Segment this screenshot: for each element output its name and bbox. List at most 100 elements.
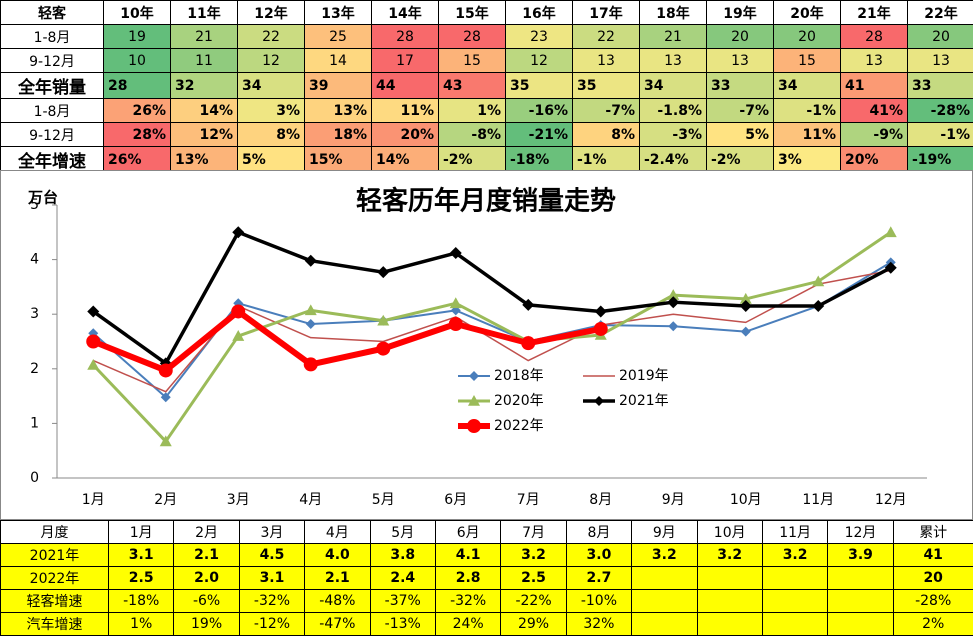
marker (739, 300, 752, 313)
marker (593, 321, 608, 336)
data-cell: 20% (840, 146, 908, 173)
marker (812, 300, 825, 313)
data-cell: 20 (773, 24, 841, 49)
data-cell (827, 566, 894, 590)
header-cell: 22年 (907, 0, 973, 25)
data-cell: 13 (706, 48, 774, 73)
header-cell: 2月 (173, 520, 240, 544)
row-label: 轻客增速 (0, 589, 109, 613)
data-cell: -19% (907, 146, 973, 173)
legend-label: 2022年 (494, 418, 544, 434)
marker (377, 314, 390, 326)
data-cell: 2.4 (369, 566, 436, 590)
data-cell: 3.2 (631, 543, 698, 567)
data-cell: 29% (500, 612, 567, 636)
marker (594, 305, 607, 318)
data-cell: 12% (170, 122, 238, 147)
chart-frame (0, 170, 973, 520)
data-cell: -1.8% (639, 98, 707, 123)
data-cell: 34 (639, 72, 707, 99)
data-cell: -6% (173, 589, 240, 613)
x-tick-label: 8月 (589, 492, 612, 508)
data-cell: 12 (237, 48, 305, 73)
marker (812, 275, 825, 287)
x-tick-label: 3月 (227, 492, 250, 508)
data-cell: 20 (892, 566, 973, 590)
data-cell: 28 (371, 24, 439, 49)
header-cell: 累计 (892, 520, 973, 544)
row-label: 汽车增速 (0, 612, 109, 636)
data-cell: 41 (840, 72, 908, 99)
data-cell: -37% (369, 589, 436, 613)
x-tick-label: 1月 (82, 492, 105, 508)
data-cell: 15% (304, 146, 372, 173)
marker (449, 297, 462, 309)
header-cell: 17年 (572, 0, 640, 25)
marker (668, 321, 679, 332)
row-label: 1-8月 (0, 98, 104, 123)
data-cell: -7% (706, 98, 774, 123)
data-cell: 8% (572, 122, 640, 147)
data-cell: 34 (237, 72, 305, 99)
row-label: 全年销量 (0, 72, 104, 99)
header-cell: 10年 (103, 0, 171, 25)
row-label: 2022年 (0, 566, 109, 590)
data-cell: 3.1 (238, 566, 306, 590)
data-cell: 2.5 (500, 566, 567, 590)
header-cell: 11年 (170, 0, 238, 25)
data-cell: 3.2 (696, 543, 763, 567)
data-cell (761, 566, 829, 590)
header-cell: 5月 (369, 520, 436, 544)
data-cell: 15 (773, 48, 841, 73)
marker (304, 304, 317, 316)
data-cell: 19% (173, 612, 240, 636)
data-cell (696, 589, 763, 613)
data-cell: 33 (706, 72, 774, 99)
marker (521, 336, 536, 351)
data-cell: 3.2 (500, 543, 567, 567)
data-cell: -32% (238, 589, 306, 613)
data-cell (696, 612, 763, 636)
data-cell: -2% (438, 146, 506, 173)
marker (739, 292, 752, 304)
marker (522, 298, 535, 311)
legend-label: 2020年 (494, 393, 544, 409)
marker (594, 396, 604, 406)
data-cell: 28 (103, 72, 171, 99)
data-cell: -16% (505, 98, 573, 123)
data-cell: 24% (434, 612, 502, 636)
data-cell: 3.0 (565, 543, 633, 567)
header-cell: 9月 (631, 520, 698, 544)
header-cell: 15年 (438, 0, 506, 25)
data-cell: 3% (773, 146, 841, 173)
data-cell: 19 (103, 24, 171, 49)
header-cell: 月度 (0, 520, 109, 544)
row-label: 9-12月 (0, 122, 104, 147)
data-cell: 43 (438, 72, 506, 99)
row-label: 9-12月 (0, 48, 104, 73)
x-tick-label: 9月 (662, 492, 685, 508)
data-cell: 11% (371, 98, 439, 123)
marker (667, 296, 680, 309)
data-cell: 28 (438, 24, 506, 49)
marker (231, 304, 246, 319)
data-cell: -12% (238, 612, 306, 636)
y-tick-label: 5 (30, 197, 39, 213)
marker (468, 395, 480, 406)
data-cell: 41 (892, 543, 973, 567)
data-cell: -9% (840, 122, 908, 147)
header-cell: 4月 (304, 520, 371, 544)
marker (160, 392, 171, 403)
marker (467, 419, 481, 433)
legend-label: 2018年 (494, 368, 544, 384)
header-cell: 12月 (827, 520, 894, 544)
marker (469, 371, 479, 381)
series-line (92, 231, 892, 443)
header-cell: 12年 (237, 0, 305, 25)
legend-label: 2021年 (619, 393, 669, 409)
data-cell: -2.4% (639, 146, 707, 173)
marker (304, 254, 317, 267)
data-cell: 23 (505, 24, 573, 49)
y-tick-label: 2 (30, 361, 39, 377)
data-cell: 3.9 (827, 543, 894, 567)
